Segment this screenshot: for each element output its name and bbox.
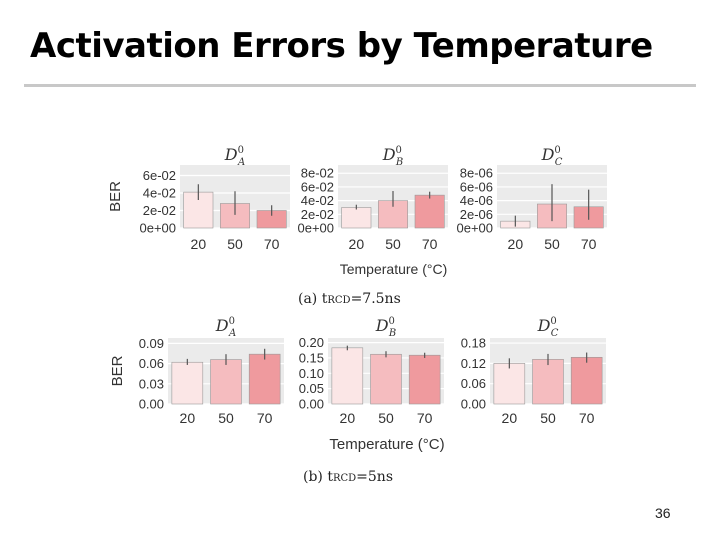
bar-20	[493, 363, 526, 405]
x-tick-label: 50	[385, 236, 401, 252]
x-tick-label: 70	[422, 236, 438, 252]
subfigure-caption: (a) tRCD=7.5ns	[298, 291, 401, 307]
y-tick-label: 0.00	[299, 397, 324, 412]
x-tick-label: 70	[417, 410, 433, 426]
y-tick-label: 0e+00	[297, 221, 334, 236]
y-tick-label: 8e-06	[460, 166, 493, 181]
x-tick-label: 70	[257, 410, 273, 426]
slide-title: Activation Errors by Temperature	[30, 26, 653, 66]
x-tick-label: 70	[581, 236, 597, 252]
y-tick-label: 4e-02	[143, 186, 176, 201]
y-tick-label: 6e-06	[460, 179, 493, 194]
y-tick-label: 0.12	[461, 356, 486, 371]
panel-title: D0 B	[382, 145, 404, 168]
y-tick-label: 4e-06	[460, 193, 493, 208]
y-tick-label: 4e-02	[301, 193, 334, 208]
y-tick-label: 0.05	[299, 381, 324, 396]
bar-70	[408, 354, 441, 405]
y-tick-label: 2e-02	[301, 207, 334, 222]
y-axis-label: BER	[107, 181, 124, 212]
panel-title: D0 C	[541, 145, 563, 168]
bar-20	[341, 207, 372, 229]
x-tick-label: 20	[180, 410, 196, 426]
x-tick-label: 70	[579, 410, 595, 426]
y-tick-label: 0.03	[139, 376, 164, 391]
x-axis-label: Temperature (°C)	[340, 261, 448, 277]
x-tick-label: 20	[349, 236, 365, 252]
x-axis-label: Temperature (°C)	[329, 436, 444, 453]
y-tick-label: 2e-06	[460, 207, 493, 222]
panel-title: D0 A	[224, 145, 245, 168]
bar-50	[370, 353, 402, 405]
x-tick-label: 20	[502, 410, 518, 426]
y-tick-label: 8e-02	[301, 166, 334, 181]
panel-b-b: 0.000.050.100.150.20 20 50 70 D0 B	[299, 316, 444, 426]
x-tick-label: 50	[218, 410, 234, 426]
x-tick-label: 50	[544, 236, 560, 252]
y-tick-label: 0.00	[461, 397, 486, 412]
panel-title: D0 A	[215, 316, 236, 339]
y-tick-label: 0e+00	[456, 221, 493, 236]
y-tick-label: 6e-02	[143, 168, 176, 183]
panel-b-c: 0.00 0.06 0.12 0.18 20 50 70 D0 C	[461, 316, 606, 426]
y-tick-label: 0.09	[139, 336, 164, 351]
panel-b-a: 0.00 0.03 0.06 0.09 20 50 70 D0 A	[139, 316, 284, 426]
y-tick-label: 0.00	[139, 397, 164, 412]
x-tick-label: 70	[264, 236, 280, 252]
x-tick-label: 20	[191, 236, 207, 252]
y-tick-label: 0e+00	[139, 221, 176, 236]
bar-50	[210, 359, 242, 405]
page-number: 36	[655, 505, 671, 521]
bar-20	[331, 347, 364, 405]
y-tick-label: 0.06	[461, 376, 486, 391]
y-tick-label: 0.15	[299, 350, 324, 365]
panel-title: D0 C	[537, 316, 559, 339]
x-tick-label: 20	[340, 410, 356, 426]
bar-70	[248, 353, 281, 405]
x-tick-label: 20	[508, 236, 524, 252]
y-tick-label: 2e-02	[143, 203, 176, 218]
y-tick-label: 6e-02	[301, 179, 334, 194]
y-tick-label: 0.10	[299, 366, 324, 381]
y-tick-label: 0.06	[139, 356, 164, 371]
bar-70	[414, 194, 445, 229]
panel-title: D0 B	[375, 316, 397, 339]
title-divider	[24, 84, 696, 87]
bar-70	[570, 356, 603, 405]
bar-20	[171, 361, 204, 405]
x-tick-label: 50	[540, 410, 556, 426]
y-tick-label: 0.20	[299, 335, 324, 350]
x-tick-label: 50	[227, 236, 243, 252]
panel-a-a: 0e+00 2e-02 4e-02 6e-02 20 50 70 D0 A	[139, 145, 290, 252]
subfigure-caption: (b) tRCD=5ns	[303, 469, 393, 485]
y-tick-label: 0.18	[461, 336, 486, 351]
bar-50	[532, 359, 564, 405]
x-tick-label: 50	[378, 410, 394, 426]
y-axis-label: BER	[109, 355, 126, 386]
